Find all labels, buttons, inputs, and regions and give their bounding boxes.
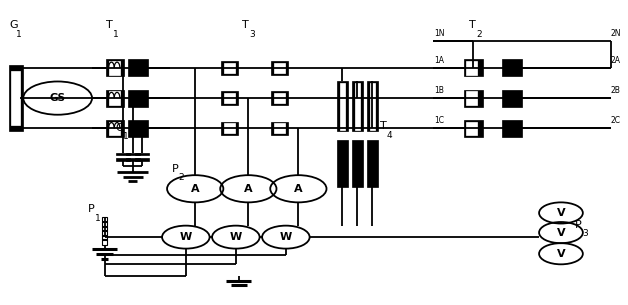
Text: 1: 1 — [95, 214, 100, 223]
Text: C: C — [116, 123, 124, 133]
Bar — [367, 140, 378, 187]
Text: 2: 2 — [178, 173, 184, 182]
Text: W: W — [279, 232, 292, 242]
Bar — [337, 140, 348, 187]
Bar — [337, 81, 348, 131]
Text: A: A — [191, 184, 200, 194]
Bar — [221, 92, 239, 105]
Text: A: A — [294, 184, 303, 194]
Bar — [370, 83, 375, 130]
Text: T: T — [469, 20, 476, 30]
Bar — [109, 61, 120, 74]
Text: V: V — [556, 228, 565, 238]
Text: 3: 3 — [249, 30, 255, 38]
Text: 2C: 2C — [611, 116, 621, 125]
Bar — [464, 59, 483, 76]
Text: T: T — [242, 20, 249, 30]
Bar — [466, 122, 477, 135]
Text: 1B: 1B — [435, 86, 445, 95]
Bar — [274, 63, 285, 73]
Bar — [102, 217, 107, 245]
Text: T: T — [380, 121, 386, 131]
Bar — [106, 120, 124, 137]
Bar — [367, 81, 378, 131]
Bar — [502, 59, 522, 76]
Bar — [464, 120, 483, 137]
Text: V: V — [556, 249, 565, 259]
Text: P: P — [88, 204, 94, 214]
Text: W: W — [180, 232, 192, 242]
Text: 2A: 2A — [611, 56, 621, 65]
Bar — [221, 61, 239, 74]
Bar — [224, 63, 236, 73]
Bar — [127, 90, 148, 106]
Bar — [106, 59, 124, 76]
Bar — [116, 153, 130, 155]
Text: P: P — [171, 164, 178, 174]
Text: 2B: 2B — [611, 86, 621, 95]
Text: T: T — [106, 20, 113, 30]
Bar — [126, 153, 139, 155]
Text: 4: 4 — [386, 131, 392, 140]
Bar — [135, 153, 149, 155]
Bar — [271, 122, 288, 135]
Bar — [221, 122, 239, 135]
Bar — [135, 158, 149, 161]
Text: 1N: 1N — [435, 29, 445, 38]
Bar — [502, 90, 522, 106]
Bar — [9, 65, 23, 131]
Text: 3: 3 — [582, 229, 588, 238]
Bar — [274, 93, 285, 103]
Bar — [352, 140, 363, 187]
Bar — [106, 90, 124, 106]
Bar — [271, 61, 288, 74]
Bar — [464, 90, 483, 106]
Text: 1: 1 — [122, 132, 129, 141]
Bar — [340, 83, 345, 130]
Bar — [466, 92, 477, 105]
Text: 1C: 1C — [435, 116, 445, 125]
Bar — [274, 124, 285, 133]
Text: P: P — [575, 220, 582, 230]
Text: 2N: 2N — [611, 29, 622, 38]
Text: GS: GS — [50, 93, 66, 103]
Text: 1: 1 — [113, 30, 119, 38]
Text: 1A: 1A — [435, 56, 445, 65]
Text: V: V — [556, 208, 565, 218]
Bar — [352, 81, 363, 131]
Bar — [502, 120, 522, 137]
Bar — [116, 158, 130, 161]
Text: G: G — [9, 20, 18, 30]
Bar — [224, 124, 236, 133]
Text: W: W — [230, 232, 242, 242]
Bar — [224, 93, 236, 103]
Text: A: A — [244, 184, 252, 194]
Bar — [355, 83, 360, 130]
Bar — [127, 120, 148, 137]
Bar — [109, 122, 120, 135]
Bar — [11, 71, 19, 125]
Bar — [271, 92, 288, 105]
Bar — [109, 92, 120, 105]
Text: 1: 1 — [16, 30, 22, 38]
Text: 2: 2 — [476, 30, 482, 38]
Bar — [466, 61, 477, 74]
Bar — [127, 59, 148, 76]
Bar — [126, 158, 139, 161]
